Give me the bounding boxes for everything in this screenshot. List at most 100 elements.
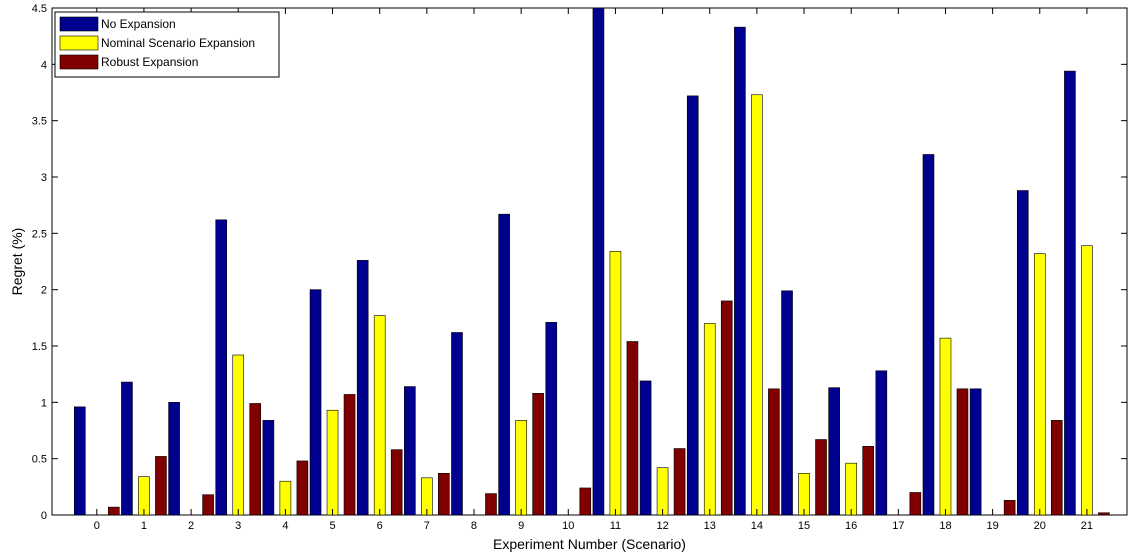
x-tick-label: 2 [188,520,194,532]
x-tick-label: 13 [704,520,716,532]
bar-robust-expansion [1003,500,1016,516]
legend-label: No Expansion [101,17,176,31]
bar-no-expansion [639,380,652,516]
y-tick-label: 2.5 [32,228,47,240]
bar-nominal-scenario-expansion [751,94,763,516]
bar-robust-expansion [673,448,686,516]
bar-robust-expansion [1098,512,1110,516]
bar-no-expansion [781,290,793,516]
bar-robust-expansion [720,300,733,516]
y-tick-label: 1 [41,397,47,409]
bar-no-expansion [686,95,699,516]
y-tick-label: 0.5 [32,454,47,466]
legend-label: Nominal Scenario Expansion [101,36,255,50]
bar-robust-expansion [249,403,262,516]
bar-nominal-scenario-expansion [326,409,339,516]
bar-no-expansion [545,322,558,516]
bar-robust-expansion [296,460,309,516]
x-axis-label: Experiment Number (Scenario) [493,536,686,552]
x-tick-label: 20 [1034,520,1046,532]
bar-no-expansion [1064,70,1076,516]
x-tick-label: 1 [141,520,147,532]
y-tick-label: 3 [41,172,47,184]
bar-no-expansion [592,7,605,516]
x-tick-label: 18 [939,520,951,532]
bar-no-expansion [121,381,133,516]
bar-no-expansion [262,420,275,516]
bar-robust-expansion [1050,420,1063,516]
x-tick-label: 5 [329,520,335,532]
bar-nominal-scenario-expansion [1033,253,1046,516]
x-tick-label: 21 [1081,520,1093,532]
bar-robust-expansion [107,506,120,516]
bar-robust-expansion [438,473,450,516]
bar-robust-expansion [909,492,922,516]
y-tick-label: 4.5 [32,3,47,15]
legend-label: Robust Expansion [101,55,198,69]
y-tick-label: 1.5 [32,341,47,353]
legend-swatch [59,16,99,32]
bar-no-expansion [969,388,982,516]
bar-no-expansion [498,213,510,516]
bar-no-expansion [404,386,416,516]
bar-nominal-scenario-expansion [515,420,527,516]
x-tick-label: 16 [845,520,857,532]
bar-robust-expansion [485,493,497,516]
bar-robust-expansion [768,388,780,516]
bars [73,7,1110,516]
x-tick-label: 7 [424,520,430,532]
legend: No Expansion Nominal Scenario Expansion Ro… [54,11,280,78]
bar-robust-expansion [626,341,639,516]
bar-robust-expansion [579,487,592,516]
bar-no-expansion [168,402,180,516]
bar-no-expansion [922,154,935,516]
bar-no-expansion [734,26,746,516]
bar-nominal-scenario-expansion [232,354,245,516]
ticks: 00.511.522.533.544.50 1 2 3 4 5 6 7 8 9 10 11 12 13 14… [32,3,1127,532]
legend-swatch [59,54,99,70]
x-tick-label: 0 [94,520,100,532]
bar-robust-expansion [862,445,874,516]
x-tick-label: 14 [751,520,763,532]
bar-no-expansion [309,289,322,516]
x-tick-label: 12 [656,520,668,532]
bar-no-expansion [73,406,86,516]
bar-nominal-scenario-expansion [798,473,810,516]
x-tick-label: 10 [562,520,574,532]
y-tick-label: 4 [41,59,47,71]
bar-nominal-scenario-expansion [609,251,622,516]
bar-robust-expansion [343,394,356,516]
bar-robust-expansion [532,393,544,516]
y-tick-label: 3.5 [32,116,47,128]
x-tick-label: 11 [610,520,621,532]
legend-swatch [59,35,99,51]
x-tick-label: 9 [518,520,524,532]
x-tick-label: 3 [235,520,241,532]
bar-no-expansion [828,387,840,516]
bar-nominal-scenario-expansion [939,337,952,516]
x-tick-label: 15 [798,520,810,532]
x-tick-label: 19 [987,520,999,532]
x-tick-label: 17 [892,520,904,532]
bar-nominal-scenario-expansion [1081,245,1093,516]
bar-nominal-scenario-expansion [656,467,669,516]
bar-robust-expansion [390,449,403,516]
y-tick-label: 0 [41,510,47,522]
y-axis-label: Regret (%) [9,228,25,296]
bar-nominal-scenario-expansion [845,462,857,516]
x-tick-label: 4 [282,520,288,532]
bar-no-expansion [1016,190,1029,516]
y-tick-label: 2 [41,285,47,297]
x-tick-label: 8 [471,520,477,532]
bar-robust-expansion [202,494,214,516]
bar-no-expansion [451,332,463,516]
bar-robust-expansion [956,388,969,516]
x-tick-label: 6 [377,520,383,532]
bar-no-expansion [356,260,369,516]
bar-robust-expansion [815,439,827,516]
bar-no-expansion [215,219,228,516]
bar-no-expansion [875,370,888,516]
bar-robust-expansion [155,456,167,516]
bar-nominal-scenario-expansion [373,315,386,516]
